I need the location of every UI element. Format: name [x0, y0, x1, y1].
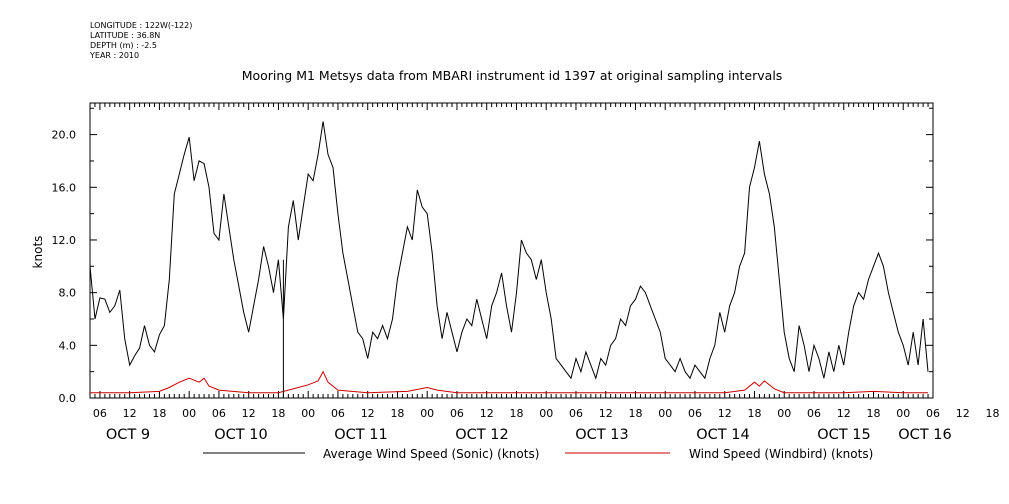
x-tick-label: 12	[361, 407, 375, 420]
x-tick-label: 12	[242, 407, 256, 420]
x-tick-label: 18	[509, 407, 523, 420]
x-tick-label: 00	[658, 407, 672, 420]
x-tick-label: 18	[271, 407, 285, 420]
x-tick-label: 18	[866, 407, 880, 420]
longitude-label: LONGITUDE : 122W(-122)	[90, 21, 193, 30]
series-line-sonic	[89, 121, 929, 380]
x-tick-label: 18	[390, 407, 404, 420]
series-layer	[89, 121, 929, 398]
x-day-label: OCT 12	[455, 427, 508, 443]
x-tick-label: 00	[777, 407, 791, 420]
legend-label: Wind Speed (Windbird) (knots)	[689, 447, 873, 461]
x-tick-label: 00	[301, 407, 315, 420]
year-label: YEAR : 2010	[90, 51, 140, 60]
x-tick-label: 06	[450, 407, 464, 420]
x-tick-label: 06	[331, 407, 345, 420]
x-day-label: OCT 13	[575, 427, 628, 443]
latitude-label: LATITUDE : 36.8N	[90, 31, 161, 40]
x-tick-label: 12	[599, 407, 613, 420]
x-tick-label: 06	[688, 407, 702, 420]
x-tick-label: 00	[182, 407, 196, 420]
x-tick-label: 18	[747, 407, 761, 420]
x-tick-label: 06	[807, 407, 821, 420]
x-tick-label: 06	[93, 407, 107, 420]
x-day-label: OCT 11	[334, 427, 387, 443]
y-tick-label: 20.0	[52, 129, 77, 142]
x-tick-label: 06	[569, 407, 583, 420]
series-line-windbird	[90, 370, 928, 394]
x-tick-label: 00	[896, 407, 910, 420]
chart-title: Mooring M1 Metsys data from MBARI instru…	[242, 68, 783, 83]
x-tick-label: 18	[628, 407, 642, 420]
legend-label: Average Wind Speed (Sonic) (knots)	[323, 447, 539, 461]
x-tick-label: 12	[480, 407, 494, 420]
x-tick-label: 06	[926, 407, 940, 420]
y-axis-label: knots	[31, 236, 45, 269]
x-tick-label: 12	[837, 407, 851, 420]
x-tick-label: 12	[718, 407, 732, 420]
x-day-label: OCT 14	[696, 427, 749, 443]
legend: Average Wind Speed (Sonic) (knots) Wind S…	[203, 447, 873, 461]
y-tick-label: 8.0	[59, 287, 77, 300]
x-day-label: OCT 9	[106, 427, 150, 443]
axes-layer: 0.0 4.0 8.0 12.0 16.0 20.0 06 12 18 00 06 12 18 00 06 1…	[52, 103, 1000, 443]
x-tick-label: 18	[152, 407, 166, 420]
x-tick-label: 12	[123, 407, 137, 420]
y-tick-label: 12.0	[52, 234, 77, 247]
y-tick-label: 4.0	[59, 339, 77, 352]
y-tick-label: 0.0	[59, 392, 77, 405]
plot-frame	[89, 102, 934, 399]
metadata-block: LONGITUDE : 122W(-122) LATITUDE : 36.8N …	[90, 21, 192, 61]
x-tick-label: 12	[956, 407, 970, 420]
x-tick-label: 18	[986, 407, 1000, 420]
depth-label: DEPTH (m) : -2.5	[90, 41, 157, 50]
x-day-label: OCT 16	[898, 427, 951, 443]
y-tick-label: 16.0	[52, 181, 77, 194]
x-tick-label: 00	[539, 407, 553, 420]
x-tick-label: 00	[420, 407, 434, 420]
x-day-label: OCT 15	[817, 427, 870, 443]
x-tick-label: 06	[212, 407, 226, 420]
x-day-label: OCT 10	[214, 427, 267, 443]
